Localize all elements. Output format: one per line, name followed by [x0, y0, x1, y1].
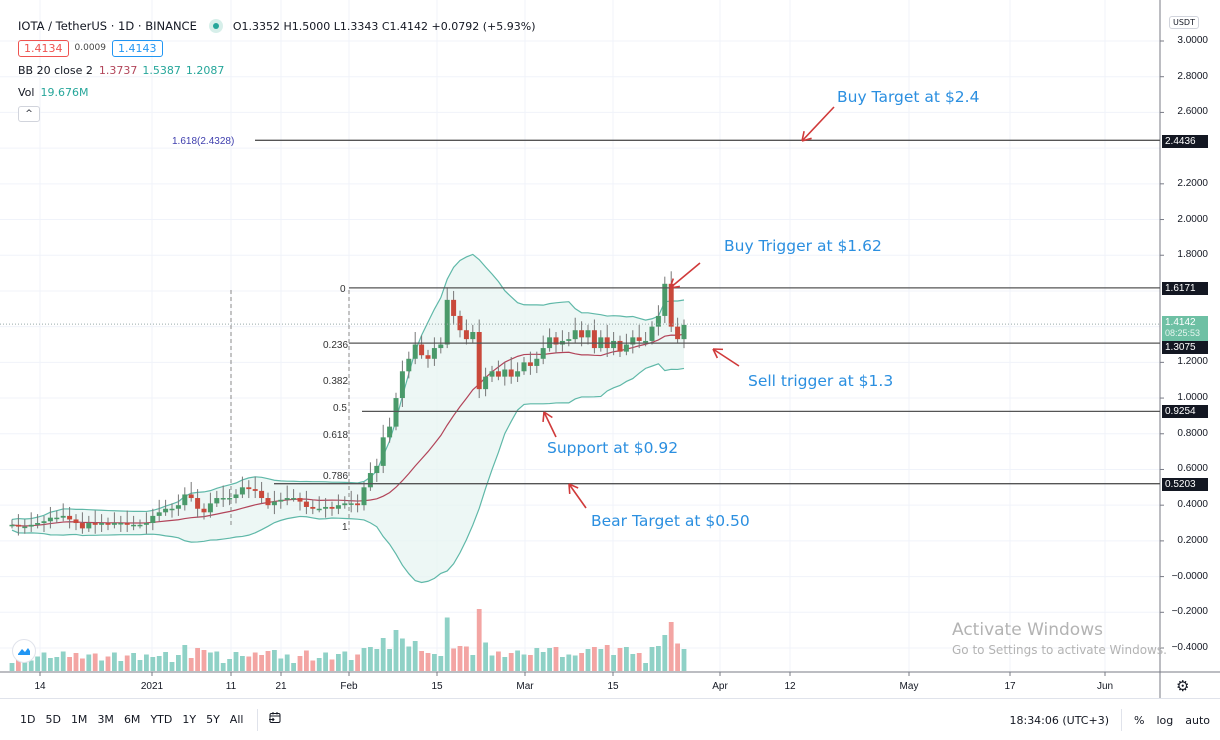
price-axis-tick: 1.8000 [1177, 249, 1208, 261]
price-axis-tick: 2.2000 [1177, 177, 1208, 189]
market-open-dot-icon [208, 19, 223, 33]
divider [1121, 709, 1122, 731]
price-axis-tick: 0.4000 [1177, 499, 1208, 511]
divider [257, 708, 259, 731]
bottom-toolbar: 1D 5D 1M 3M 6M YTD 1Y 5Y All 18:34:06 (U… [0, 698, 1220, 740]
bb-basis-value: 1.3737 [98, 63, 138, 77]
annotation-bear-target[interactable]: Bear Target at $0.50 [591, 512, 750, 530]
fib-label-0236: 0.236 [323, 340, 349, 351]
fib-label-05: 0.5 [333, 403, 347, 414]
annotation-buy-target[interactable]: Buy Target at $2.4 [837, 88, 980, 106]
price-axis-tick: 0.8000 [1177, 427, 1208, 439]
price-tag-1-3075: 1.3075 [1162, 341, 1208, 354]
price-axis-tick: 2.0000 [1177, 213, 1208, 225]
time-axis-tick: 12 [784, 681, 796, 692]
spread-value: 0.0009 [74, 43, 107, 53]
time-axis-tick: May [899, 681, 919, 692]
symbol-row: IOTA / TetherUS · 1D · BINANCE O1.3352 H… [18, 16, 536, 36]
range-5y-button[interactable]: 5Y [206, 713, 220, 726]
currency-button[interactable]: USDT [1169, 16, 1199, 29]
bid-ask-row: 1.4134 0.0009 1.4143 [18, 38, 536, 58]
range-all-button[interactable]: All [229, 713, 244, 726]
tradingview-logo-icon[interactable] [12, 639, 36, 663]
range-5d-button[interactable]: 5D [45, 713, 61, 726]
fib-label-0382: 0.382 [323, 376, 349, 387]
time-axis-tick: 2021 [140, 681, 164, 692]
price-axis-tick: 1.0000 [1177, 392, 1208, 404]
time-axis-tick: 11 [225, 681, 237, 692]
time-axis-tick: 14 [34, 681, 46, 692]
collapse-row: ^ [18, 104, 536, 124]
fib-label-0: 0 [340, 284, 346, 295]
price-tag-0-5203: 0.5203 [1162, 478, 1208, 491]
chevron-up-icon: ^ [25, 109, 33, 119]
time-axis-tick: Feb [340, 681, 358, 692]
fib-label-0618: 0.618 [323, 430, 349, 441]
price-axis-tick: −0.0000 [1171, 570, 1208, 582]
vol-value: 19.676M [40, 85, 89, 99]
time-axis-tick: Apr [712, 681, 728, 692]
range-3m-button[interactable]: 3M [97, 713, 114, 726]
price-axis-tick: 2.8000 [1177, 70, 1208, 82]
time-axis-tick: Jun [1096, 681, 1114, 692]
auto-scale-toggle[interactable]: auto [1185, 713, 1210, 727]
range-ytd-button[interactable]: YTD [150, 713, 173, 726]
range-1m-button[interactable]: 1M [70, 713, 88, 726]
time-axis-tick: 15 [607, 681, 619, 692]
bb-upper-value: 1.5387 [142, 63, 181, 77]
bb-lower-value: 1.2087 [185, 63, 225, 77]
range-1y-button[interactable]: 1Y [182, 713, 197, 726]
sell-price-button[interactable]: 1.4134 [18, 39, 69, 57]
annotation-sell-trigger[interactable]: Sell trigger at $1.3 [748, 372, 894, 390]
last-price-value: 1.4142 [1165, 317, 1196, 328]
price-axis-tick: 0.2000 [1177, 534, 1208, 546]
chart-canvas[interactable] [0, 0, 1220, 700]
activate-windows-title: Activate Windows [952, 620, 1103, 640]
fib-label-1: 1 [342, 522, 348, 533]
range-6m-button[interactable]: 6M [123, 713, 141, 726]
fib-label-0786: 0.786 [323, 471, 349, 482]
price-tag-0-9254: 0.9254 [1162, 405, 1208, 418]
last-price-tag: 1.4142 08:25:53 [1162, 316, 1208, 341]
price-axis-tick: 3.0000 [1177, 35, 1208, 46]
log-scale-toggle[interactable]: log [1156, 713, 1174, 727]
activate-windows-subtitle: Go to Settings to activate Windows. [952, 643, 1167, 657]
time-axis-tick: 21 [275, 681, 287, 692]
annotation-support[interactable]: Support at $0.92 [547, 439, 679, 457]
price-tag-2-4436: 2.4436 [1162, 135, 1208, 148]
annotation-buy-trigger[interactable]: Buy Trigger at $1.62 [724, 237, 882, 255]
volume-indicator-row[interactable]: Vol 19.676M [18, 82, 536, 102]
collapse-legend-button[interactable]: ^ [18, 106, 40, 122]
ohlc-values: O1.3352 H1.5000 L1.3343 C1.4142 +0.0792 … [232, 19, 536, 33]
price-axis-tick: 2.6000 [1177, 106, 1208, 118]
buy-price-button[interactable]: 1.4143 [112, 39, 163, 57]
bb-label: BB 20 close 2 [18, 63, 93, 77]
timezone-clock[interactable]: 18:34:06 (UTC+3) [1009, 713, 1109, 727]
price-axis-tick: −0.4000 [1171, 642, 1208, 653]
price-axis-tick: 1.2000 [1177, 356, 1208, 368]
price-tag-1-6171: 1.6171 [1162, 282, 1208, 295]
bar-countdown: 08:25:53 [1165, 328, 1201, 338]
time-axis-tick: Mar [516, 681, 534, 692]
time-axis-tick: 15 [431, 681, 443, 692]
price-axis-tick: −0.2000 [1171, 606, 1208, 618]
legend: IOTA / TetherUS · 1D · BINANCE O1.3352 H… [18, 16, 536, 126]
price-axis-tick: 0.6000 [1177, 463, 1208, 475]
vol-label: Vol [18, 85, 35, 99]
percent-scale-toggle[interactable]: % [1134, 713, 1145, 727]
fib-label-1618: 1.618(2.4328) [172, 136, 235, 147]
bb-indicator-row[interactable]: BB 20 close 2 1.3737 1.5387 1.2087 [18, 60, 536, 80]
time-axis-tick: 17 [1004, 681, 1016, 692]
range-1d-button[interactable]: 1D [20, 713, 36, 726]
right-toolbar: 18:34:06 (UTC+3) % log auto [1009, 699, 1210, 740]
go-to-date-calendar-icon[interactable] [268, 711, 282, 729]
symbol-title[interactable]: IOTA / TetherUS · 1D · BINANCE [18, 19, 197, 33]
settings-gear-icon[interactable]: ⚙ [1176, 677, 1190, 695]
